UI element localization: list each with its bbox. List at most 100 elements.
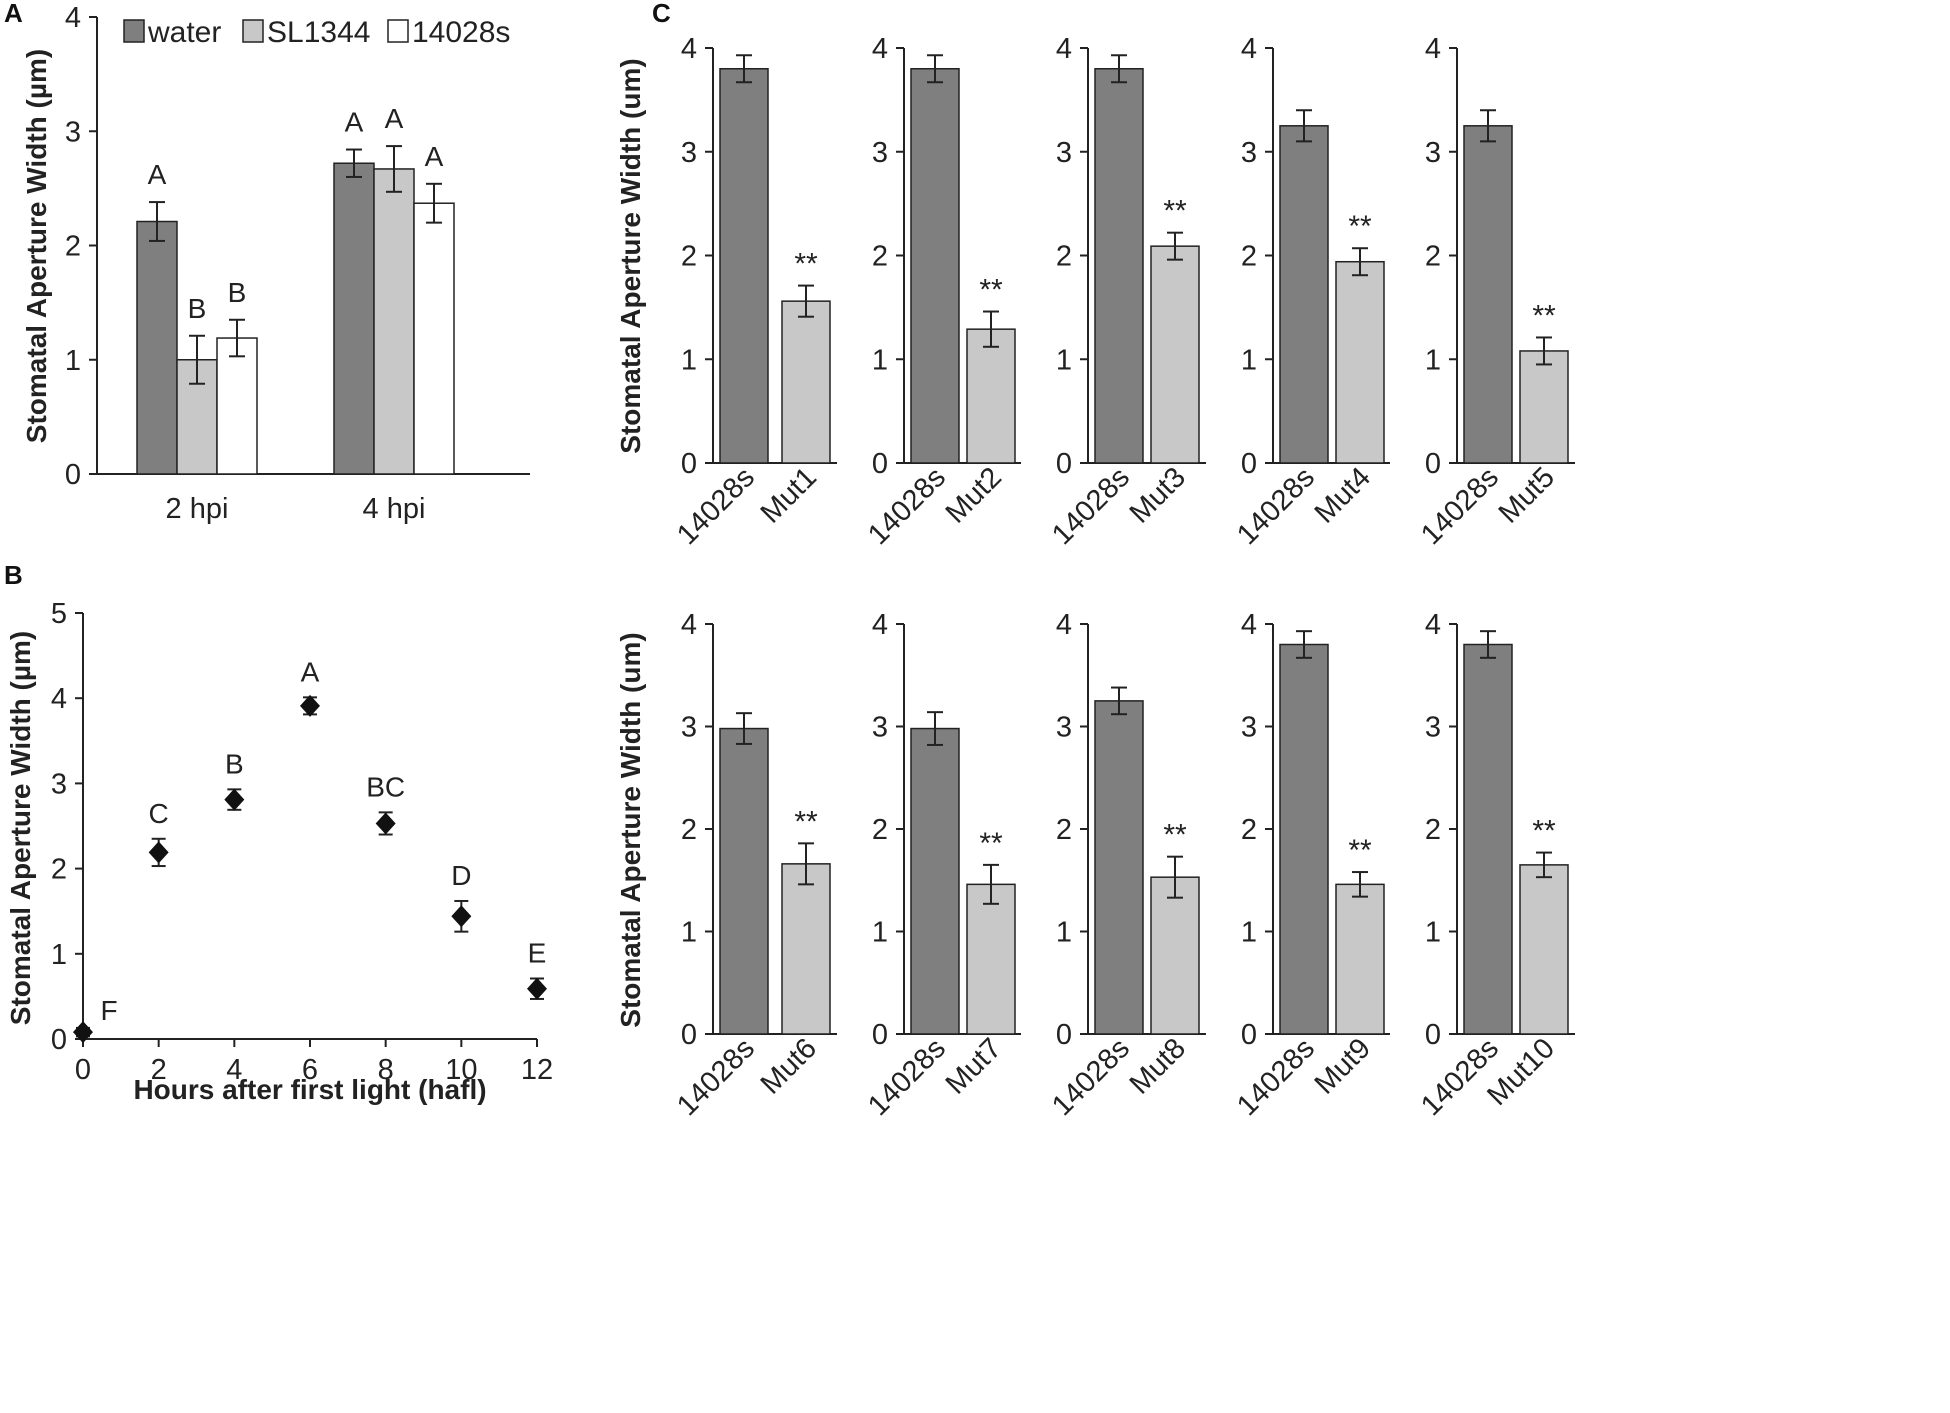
panel-c-significance-stars: ** <box>1348 210 1372 243</box>
panel-b-x-tick-label: 0 <box>75 1054 91 1086</box>
panel-b-sig-letter: A <box>301 656 320 687</box>
panel-c-y-tick-label: 3 <box>1056 712 1072 744</box>
panel-c-y-tick-label: 3 <box>681 712 697 744</box>
panel-c-y-tick-label: 3 <box>1241 137 1257 169</box>
panel-c-bar-wildtype <box>719 727 769 1035</box>
panel-c-bar-wildtype <box>1279 125 1329 464</box>
panel-c-y-tick-label: 3 <box>872 712 888 744</box>
panel-c-x-tick-label: Mut4 <box>1309 461 1377 529</box>
panel-b-point <box>375 812 396 835</box>
panel-c-y-tick-label: 2 <box>1425 814 1441 846</box>
panel-c-y-tick-label: 4 <box>1241 33 1257 65</box>
panel-b-x-axis-label: Hours after first light (hafl) <box>133 1074 486 1105</box>
panel-c-bar-mutant <box>1335 883 1385 1035</box>
panel-c-y-tick-label: 0 <box>1056 448 1072 480</box>
panel-c-bar-mutant <box>1150 245 1200 464</box>
panel-a-sig-letter: A <box>385 103 404 134</box>
panel-c-y-tick-label: 3 <box>1241 712 1257 744</box>
panel-b-point <box>73 1021 93 1044</box>
legend-swatch-SL1344 <box>242 19 264 43</box>
panel-b-point <box>300 694 320 717</box>
panel-c-y-tick-label: 1 <box>1425 917 1441 949</box>
panel-c-x-tick-label: Mut7 <box>940 1032 1008 1100</box>
panel-a-y-axis-label: Stomatal Aperture Width (µm) <box>21 49 52 443</box>
panel-c-y-tick-label: 1 <box>1056 344 1072 376</box>
panel-c-y-tick-label: 3 <box>681 137 697 169</box>
panel-b-y-tick-label: 0 <box>51 1024 67 1056</box>
panel-b-x-tick-label: 4 <box>226 1054 242 1086</box>
panel-c-bar-mutant <box>1519 864 1569 1035</box>
panel-a-sig-letter: B <box>228 277 247 308</box>
panel-c-bar-wildtype <box>910 727 960 1035</box>
panel-c-y-tick-label: 4 <box>681 609 697 641</box>
panel-b-point <box>451 905 472 928</box>
panel-a-x-tick-label: 2 hpi <box>166 493 229 525</box>
panel-c-y-tick-label: 1 <box>681 344 697 376</box>
panel-c-x-tick-label: Mut3 <box>1124 461 1192 529</box>
panel-c-y-tick-label: 0 <box>1241 1019 1257 1051</box>
panel-a-bar-SL1344 <box>373 168 415 475</box>
panel-c-y-tick-label: 2 <box>1241 814 1257 846</box>
panel-c-x-tick-label: Mut1 <box>755 461 823 529</box>
panel-c-bar-wildtype <box>1463 125 1513 464</box>
panel-b-x-tick-label: 12 <box>521 1054 553 1086</box>
panel-c-y-tick-label: 3 <box>872 137 888 169</box>
panel-c-x-tick-label: Mut6 <box>755 1032 823 1100</box>
panel-c-bar-wildtype <box>1094 68 1144 464</box>
panel-c-bar-mutant <box>1335 260 1385 464</box>
panel-b-sig-letter: F <box>100 995 117 1026</box>
panel-c-y-tick-label: 4 <box>872 33 888 65</box>
panel-a-bar-14028s <box>413 202 455 475</box>
panel-c-y-tick-label: 2 <box>1056 814 1072 846</box>
panel-b-sig-letter: BC <box>366 771 405 802</box>
panel-c-y-tick-label: 3 <box>1425 712 1441 744</box>
panel-c-y-tick-label: 2 <box>1056 241 1072 273</box>
panel-c-significance-stars: ** <box>1163 819 1187 852</box>
panel-a-bar-14028s <box>216 337 258 475</box>
legend-swatch-water <box>123 19 145 43</box>
panel-c-bar-mutant <box>781 863 831 1035</box>
panel-c-y-tick-label: 0 <box>872 1019 888 1051</box>
panel-c-y-tick-label: 4 <box>1425 33 1441 65</box>
panel-c-y-tick-label: 2 <box>1241 241 1257 273</box>
panel-b-x-tick-label: 6 <box>302 1054 318 1086</box>
panel-c-y-tick-label: 4 <box>1241 609 1257 641</box>
panel-c-y-tick-label: 2 <box>872 241 888 273</box>
panel-a-y-tick-label: 4 <box>65 2 81 34</box>
panel-a-y-tick-label: 3 <box>65 116 81 148</box>
panel-c-y-tick-label: 1 <box>1241 917 1257 949</box>
panel-c-x-tick-label: Mut8 <box>1124 1032 1192 1100</box>
panel-c-y-tick-label: 4 <box>1056 33 1072 65</box>
panel-b-y-axis-label: Stomatal Aperture Width (µm) <box>5 631 36 1025</box>
panel-c-y-tick-label: 0 <box>681 1019 697 1051</box>
panel-label-b: B <box>4 560 23 590</box>
panel-c-significance-stars: ** <box>794 248 818 281</box>
panel-c-y-tick-label: 0 <box>1241 448 1257 480</box>
panel-c-y-tick-label: 4 <box>681 33 697 65</box>
panel-a-x-tick-label: 4 hpi <box>363 493 426 525</box>
panel-c-y-tick-label: 0 <box>872 448 888 480</box>
panel-c-x-tick-label: Mut9 <box>1309 1032 1377 1100</box>
panel-c-significance-stars: ** <box>979 827 1003 860</box>
panel-a-sig-letter: A <box>345 107 364 138</box>
panel-b-point <box>148 841 169 864</box>
panel-c-bar-mutant <box>1150 876 1200 1035</box>
panel-b-y-tick-label: 5 <box>51 598 67 630</box>
panel-c-y-tick-label: 3 <box>1425 137 1441 169</box>
legend-label-water: water <box>147 16 221 49</box>
panel-c-y-tick-label: 0 <box>1425 1019 1441 1051</box>
panel-c-bar-wildtype <box>1279 643 1329 1035</box>
panel-c-y-tick-label: 0 <box>1425 448 1441 480</box>
legend-label-SL1344: SL1344 <box>267 16 370 49</box>
panel-c-bar-wildtype <box>1463 643 1513 1035</box>
panel-c-y-tick-label: 2 <box>681 814 697 846</box>
panel-b-x-tick-label: 10 <box>445 1054 477 1086</box>
panel-b-x-tick-label: 2 <box>151 1054 167 1086</box>
panel-c-significance-stars: ** <box>1348 834 1372 867</box>
legend-label-14028s: 14028s <box>412 16 510 49</box>
panel-c-y-tick-label: 4 <box>1425 609 1441 641</box>
panel-c-y-tick-label: 0 <box>1056 1019 1072 1051</box>
panel-b-sig-letter: E <box>528 938 547 969</box>
panel-c-y-tick-label: 0 <box>681 448 697 480</box>
panel-c-bar-mutant <box>966 328 1016 464</box>
